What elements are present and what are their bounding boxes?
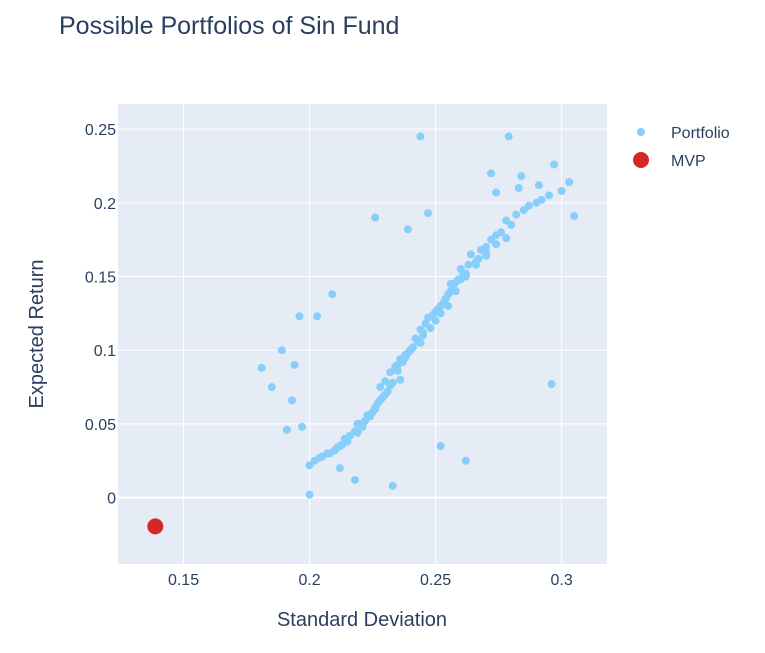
y-axis-title: Expected Return bbox=[26, 260, 48, 409]
portfolio-point[interactable] bbox=[512, 210, 521, 219]
y-tick-label: 0 bbox=[107, 491, 116, 508]
portfolio-point[interactable] bbox=[482, 251, 491, 260]
portfolio-point[interactable] bbox=[381, 377, 390, 386]
x-axis-title: Standard Deviation bbox=[277, 609, 447, 631]
portfolio-point[interactable] bbox=[570, 212, 579, 221]
legend-item-portfolio[interactable]: Portfolio bbox=[637, 125, 730, 142]
legend-marker-portfolio bbox=[637, 128, 645, 136]
legend-label-portfolio: Portfolio bbox=[671, 125, 730, 142]
portfolio-points[interactable] bbox=[257, 132, 579, 499]
portfolio-point[interactable] bbox=[305, 461, 314, 470]
x-tick-label: 0.15 bbox=[168, 572, 199, 589]
portfolio-point[interactable] bbox=[492, 231, 501, 240]
portfolio-point[interactable] bbox=[524, 201, 533, 210]
portfolio-point[interactable] bbox=[504, 132, 513, 141]
portfolio-point[interactable] bbox=[471, 260, 480, 269]
portfolio-point[interactable] bbox=[557, 186, 566, 195]
portfolio-point[interactable] bbox=[335, 464, 344, 473]
portfolio-point[interactable] bbox=[456, 275, 465, 284]
portfolio-point[interactable] bbox=[565, 178, 574, 187]
mvp-point[interactable] bbox=[147, 518, 164, 535]
legend-item-mvp[interactable]: MVP bbox=[633, 152, 706, 170]
portfolio-point[interactable] bbox=[298, 422, 307, 431]
y-tick-label: 0.2 bbox=[94, 196, 116, 213]
portfolio-point[interactable] bbox=[514, 184, 523, 193]
portfolio-point[interactable] bbox=[371, 213, 380, 222]
portfolio-point[interactable] bbox=[547, 380, 556, 389]
portfolio-point[interactable] bbox=[338, 440, 347, 449]
portfolio-point[interactable] bbox=[401, 350, 410, 359]
y-axis-ticks: 0 0.05 0.1 0.15 0.2 0.25 bbox=[85, 122, 116, 508]
portfolio-point[interactable] bbox=[267, 383, 276, 392]
chart-title: Possible Portfolios of Sin Fund bbox=[59, 12, 399, 40]
x-tick-label: 0.3 bbox=[551, 572, 573, 589]
portfolio-point[interactable] bbox=[413, 337, 422, 346]
portfolio-point[interactable] bbox=[353, 419, 362, 428]
portfolio-point[interactable] bbox=[464, 260, 473, 269]
legend-label-mvp: MVP bbox=[671, 153, 706, 170]
mvp-point-layer[interactable] bbox=[147, 518, 164, 535]
portfolio-point[interactable] bbox=[431, 307, 440, 316]
portfolio-point[interactable] bbox=[313, 312, 322, 321]
portfolio-point[interactable] bbox=[323, 449, 332, 458]
y-tick-label: 0.25 bbox=[85, 122, 116, 139]
portfolio-point[interactable] bbox=[466, 250, 475, 259]
portfolio-point[interactable] bbox=[277, 346, 286, 355]
portfolio-point[interactable] bbox=[461, 456, 470, 465]
portfolio-point[interactable] bbox=[305, 490, 314, 499]
portfolio-point[interactable] bbox=[550, 160, 559, 169]
plot-area bbox=[118, 104, 607, 564]
portfolio-point[interactable] bbox=[403, 225, 412, 234]
portfolio-point[interactable] bbox=[350, 475, 359, 484]
legend[interactable]: Portfolio MVP bbox=[633, 125, 730, 170]
portfolio-point[interactable] bbox=[295, 312, 304, 321]
portfolio-point[interactable] bbox=[257, 363, 266, 372]
portfolio-point[interactable] bbox=[487, 169, 496, 178]
y-tick-label: 0.15 bbox=[85, 270, 116, 287]
portfolio-point[interactable] bbox=[416, 325, 425, 334]
portfolio-point[interactable] bbox=[371, 403, 380, 412]
portfolio-point[interactable] bbox=[396, 375, 405, 384]
x-tick-label: 0.25 bbox=[420, 572, 451, 589]
legend-marker-mvp bbox=[633, 152, 649, 168]
portfolio-point[interactable] bbox=[436, 442, 445, 451]
portfolio-point[interactable] bbox=[328, 290, 337, 299]
portfolio-point[interactable] bbox=[502, 216, 511, 225]
portfolio-point[interactable] bbox=[290, 360, 299, 369]
portfolio-point[interactable] bbox=[545, 191, 554, 200]
portfolio-point[interactable] bbox=[461, 269, 470, 278]
x-axis-ticks: 0.15 0.2 0.25 0.3 bbox=[168, 572, 573, 589]
portfolio-point[interactable] bbox=[502, 234, 511, 243]
y-tick-label: 0.1 bbox=[94, 343, 116, 360]
x-tick-label: 0.2 bbox=[298, 572, 320, 589]
portfolio-point[interactable] bbox=[436, 301, 445, 310]
portfolio-point[interactable] bbox=[391, 362, 400, 371]
portfolio-point[interactable] bbox=[287, 396, 296, 405]
portfolio-point[interactable] bbox=[282, 425, 291, 434]
portfolio-point[interactable] bbox=[517, 172, 526, 181]
portfolio-point[interactable] bbox=[492, 240, 501, 249]
portfolio-point[interactable] bbox=[537, 195, 546, 204]
portfolio-point[interactable] bbox=[363, 411, 372, 420]
portfolio-point[interactable] bbox=[376, 396, 385, 405]
portfolio-point[interactable] bbox=[376, 383, 385, 392]
portfolio-point[interactable] bbox=[424, 209, 433, 218]
portfolio-point[interactable] bbox=[492, 188, 501, 197]
portfolio-point[interactable] bbox=[388, 481, 397, 490]
portfolio-point[interactable] bbox=[446, 287, 455, 296]
y-tick-label: 0.05 bbox=[85, 417, 116, 434]
portfolio-point[interactable] bbox=[315, 453, 324, 462]
portfolio-point[interactable] bbox=[534, 181, 543, 190]
portfolio-point[interactable] bbox=[416, 132, 425, 141]
portfolio-point[interactable] bbox=[353, 428, 362, 437]
